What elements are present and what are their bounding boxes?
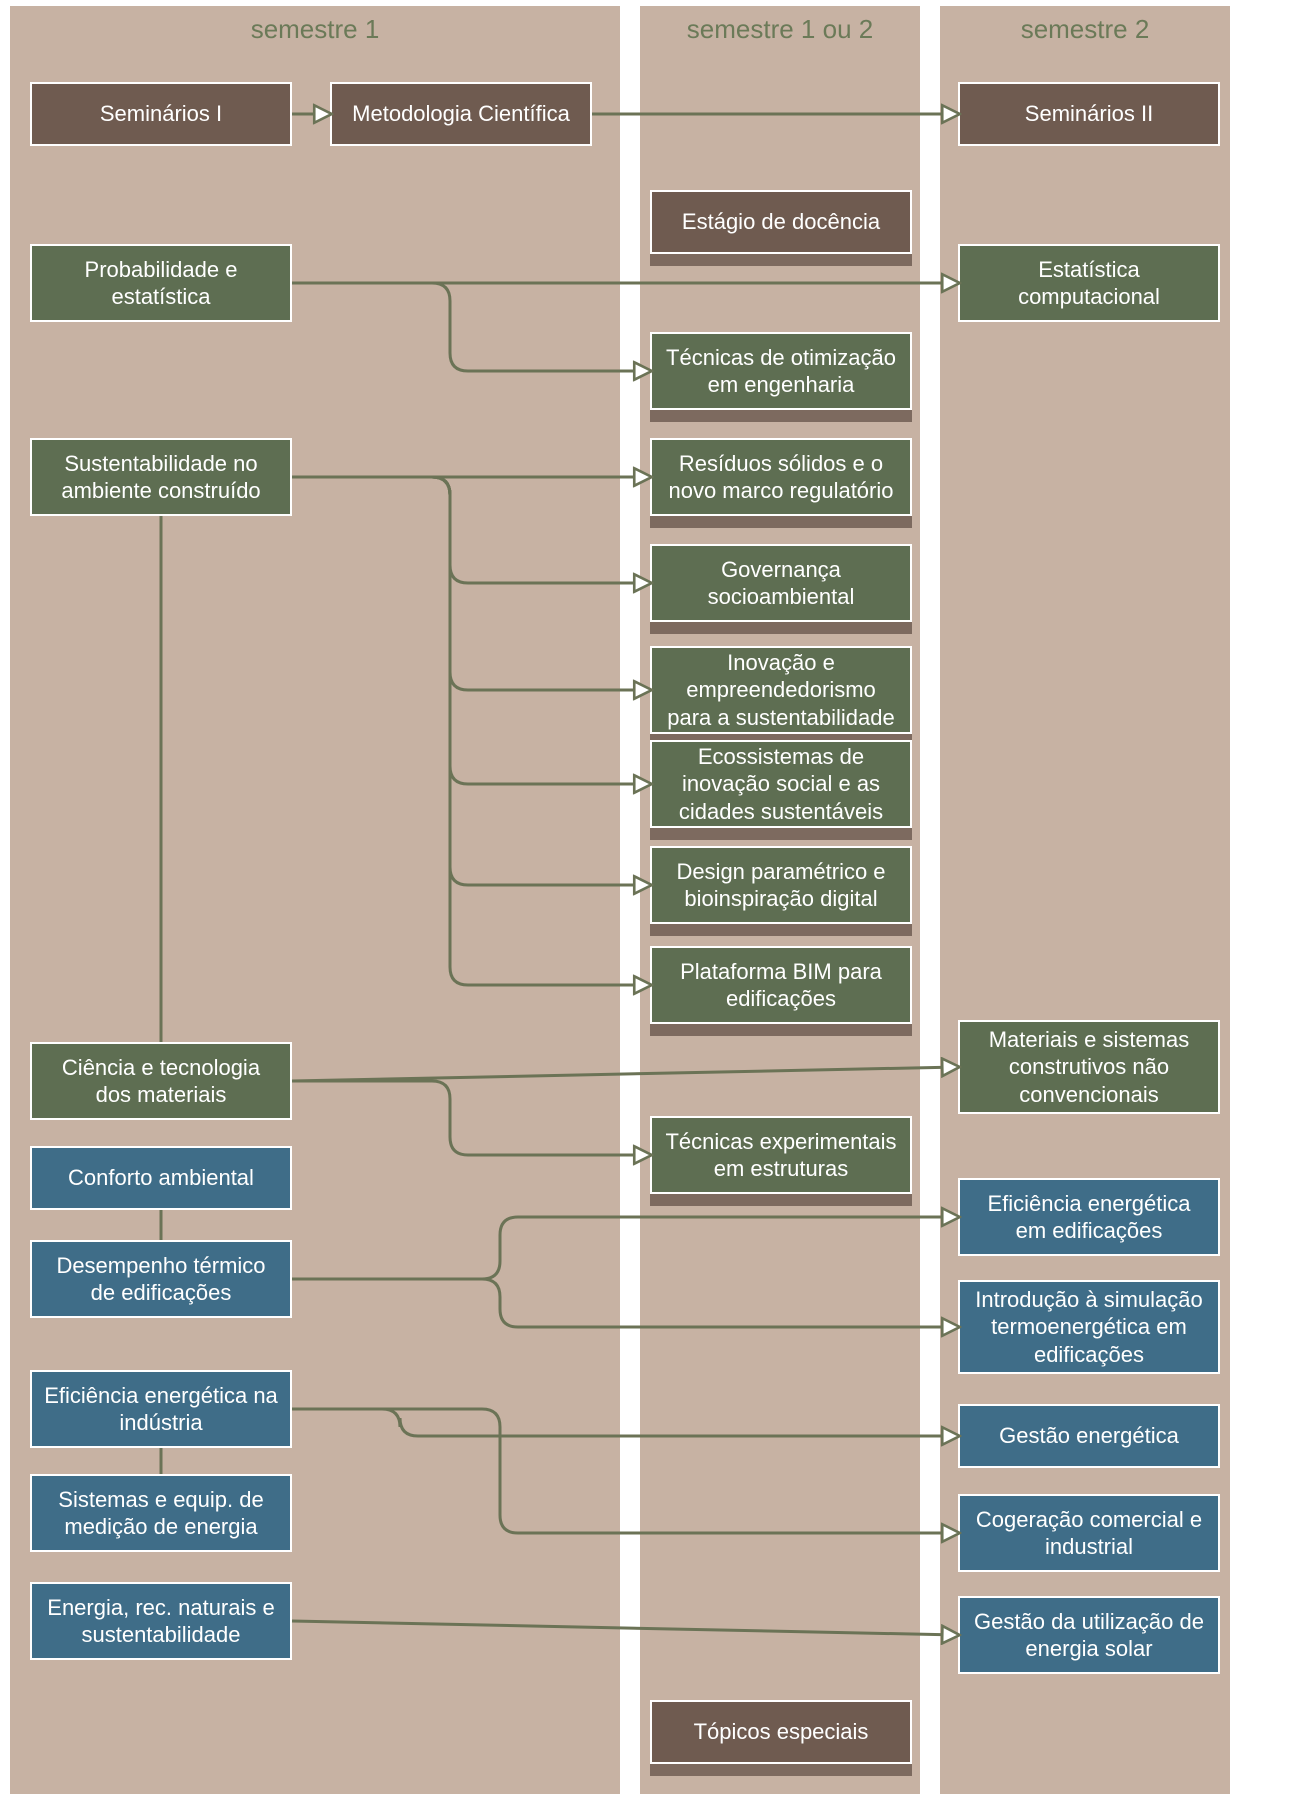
node-metodologia: Metodologia Científica: [330, 82, 592, 146]
node-solar: Gestão da utilização de energia solar: [958, 1596, 1220, 1674]
node-conforto: Conforto ambiental: [30, 1146, 292, 1210]
node-seminarios1: Seminários I: [30, 82, 292, 146]
node-shadow: [650, 922, 912, 936]
node-inovacao: Inovação e empreendedorismo para a suste…: [650, 646, 912, 734]
node-cogeracao: Cogeração comercial e industrial: [958, 1494, 1220, 1572]
node-desempenho: Desempenho térmico de edificações: [30, 1240, 292, 1318]
curriculum-flowchart: semestre 1 semestre 1 ou 2 semestre 2 Semin…: [0, 0, 1315, 1800]
node-ecossist: Ecossistemas de inovação social e as cid…: [650, 740, 912, 828]
node-simulacao: Introdução à simulação termoenergética e…: [958, 1280, 1220, 1374]
node-estatcomp: Estatística computacional: [958, 244, 1220, 322]
node-estagio: Estágio de docência: [650, 190, 912, 254]
node-shadow: [650, 514, 912, 528]
node-matsis: Materiais e sistemas construtivos não co…: [958, 1020, 1220, 1114]
node-shadow: [650, 1192, 912, 1206]
node-eficind: Eficiência energética na indústria: [30, 1370, 292, 1448]
node-shadow: [650, 252, 912, 266]
node-designparam: Design paramétrico e bioinspiração digit…: [650, 846, 912, 924]
node-residuos: Resíduos sólidos e o novo marco regulató…: [650, 438, 912, 516]
column-label: semestre 1 ou 2: [640, 14, 920, 45]
node-tecexp: Técnicas experimentais em estruturas: [650, 1116, 912, 1194]
node-probest: Probabilidade e estatística: [30, 244, 292, 322]
node-seminarios2: Seminários II: [958, 82, 1220, 146]
node-governanca: Governança socioambiental: [650, 544, 912, 622]
node-shadow: [650, 826, 912, 840]
node-otimizacao: Técnicas de otimização em engenharia: [650, 332, 912, 410]
node-topicos: Tópicos especiais: [650, 1700, 912, 1764]
node-shadow: [650, 408, 912, 422]
node-sustent: Sustentabilidade no ambiente construído: [30, 438, 292, 516]
node-energia: Energia, rec. naturais e sustentabilidad…: [30, 1582, 292, 1660]
node-shadow: [650, 1022, 912, 1036]
node-gestenerg: Gestão energética: [958, 1404, 1220, 1468]
node-shadow: [650, 620, 912, 634]
node-sistequip: Sistemas e equip. de medição de energia: [30, 1474, 292, 1552]
column-label: semestre 2: [940, 14, 1230, 45]
node-bim: Plataforma BIM para edificações: [650, 946, 912, 1024]
node-eficedif: Eficiência energética em edificações: [958, 1178, 1220, 1256]
node-cienciatec: Ciência e tecnologia dos materiais: [30, 1042, 292, 1120]
node-shadow: [650, 1762, 912, 1776]
column-label: semestre 1: [10, 14, 620, 45]
